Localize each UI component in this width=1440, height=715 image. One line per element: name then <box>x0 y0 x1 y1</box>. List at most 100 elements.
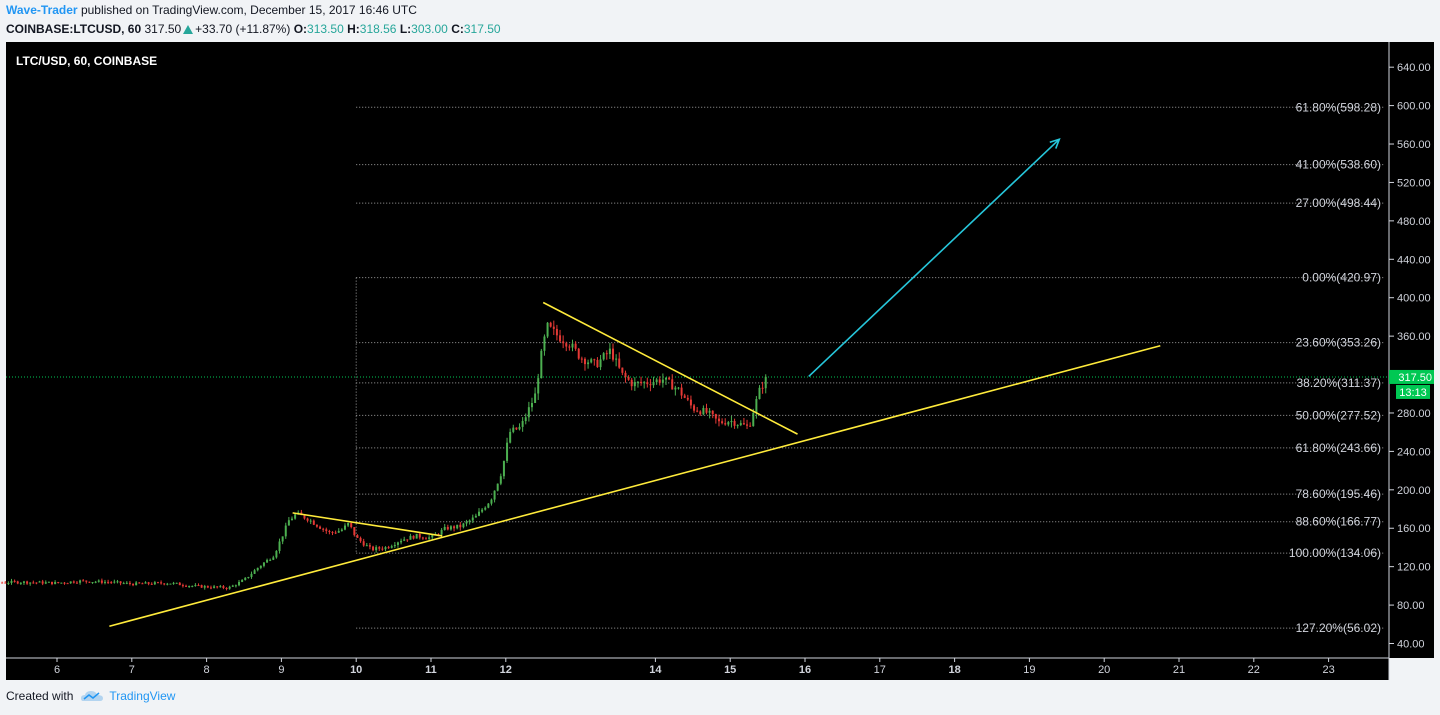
candle-body <box>668 377 671 380</box>
candle-body <box>549 322 552 327</box>
candle-body <box>590 359 593 363</box>
candle-body <box>474 515 477 518</box>
arrow-head-icon <box>1049 137 1061 149</box>
fibonacci-levels: 61.80%(598.28) 41.00%(538.60) 27.00%(498.4… <box>6 100 1389 635</box>
plot-area[interactable] <box>6 42 1389 658</box>
candle-body <box>169 583 172 585</box>
x-tick-label: 18 <box>948 664 960 676</box>
candle-body <box>51 581 54 585</box>
candle-body <box>742 423 745 425</box>
candle-body <box>141 583 144 585</box>
candle-body <box>527 407 530 418</box>
candle-body <box>294 514 297 519</box>
candle-body <box>393 544 396 547</box>
trendline-projection <box>808 138 1060 378</box>
price-axis[interactable] <box>1389 42 1434 658</box>
candle-body <box>624 372 627 378</box>
candle-body <box>219 586 222 588</box>
candle-body <box>290 518 293 521</box>
fib-level-label: 61.80%(598.28) <box>1296 100 1381 114</box>
candle-body <box>605 353 608 355</box>
x-tick-label: 16 <box>799 664 811 676</box>
created-with-text: Created with <box>6 689 74 703</box>
x-tick-label: 15 <box>724 664 736 676</box>
candle-body <box>234 585 237 587</box>
candle-body <box>664 377 667 380</box>
author-link[interactable]: Wave-Trader <box>6 3 78 17</box>
candle-body <box>35 582 38 584</box>
candle-body <box>244 577 247 581</box>
candle-body <box>521 421 524 427</box>
candle-body <box>571 343 574 348</box>
candle-body <box>241 580 244 582</box>
trendlines <box>109 137 1161 627</box>
candle-body <box>627 377 630 380</box>
candle-body <box>559 335 562 342</box>
candle-body <box>365 545 368 547</box>
candle-body <box>477 511 480 516</box>
fib-level-label: 88.60%(166.77) <box>1296 515 1381 529</box>
candle-body <box>468 520 471 522</box>
candle-body <box>580 358 583 360</box>
candle-body <box>160 582 163 584</box>
candle-body <box>334 532 337 534</box>
candle-body <box>387 547 390 549</box>
candle-body <box>612 348 615 360</box>
candle-body <box>7 582 10 584</box>
y-tick-label: 560.00 <box>1397 139 1431 151</box>
x-tick-label: 11 <box>425 664 437 676</box>
candle-body <box>683 395 686 398</box>
candle-body <box>200 585 203 588</box>
candle-body <box>546 322 549 337</box>
candle-body <box>231 585 234 587</box>
candle-body <box>484 507 487 510</box>
candle-body <box>574 343 577 349</box>
candle-body <box>119 581 122 584</box>
candle-body <box>150 583 153 585</box>
candle-body <box>711 410 714 415</box>
candle-body <box>512 427 515 432</box>
candle-body <box>228 586 231 589</box>
candle-body <box>57 581 60 583</box>
high-value: 318.56 <box>359 22 397 36</box>
candle-body <box>630 379 633 387</box>
tradingview-link[interactable]: TradingView <box>109 689 176 703</box>
y-tick-label: 240.00 <box>1397 446 1431 458</box>
candle-body <box>82 580 85 582</box>
candle-body <box>72 581 75 583</box>
candle-body <box>593 359 596 361</box>
symbol-label: COINBASE:LTCUSD, 60 <box>6 22 142 36</box>
candle-body <box>459 524 462 528</box>
y-tick-label: 520.00 <box>1397 177 1431 189</box>
candle-body <box>552 326 555 329</box>
fib-level-label: 38.20%(311.37) <box>1296 376 1381 390</box>
fib-level-label: 23.60%(353.26) <box>1296 336 1381 350</box>
candle-body <box>543 336 546 351</box>
candle-body <box>693 405 696 411</box>
candle-body <box>752 412 755 427</box>
candle-body <box>194 585 197 587</box>
last-price-tag <box>1389 369 1434 384</box>
time-axis[interactable] <box>6 658 1389 680</box>
candle-body <box>649 384 652 386</box>
candle-body <box>499 476 502 484</box>
candle-body <box>116 581 119 583</box>
candle-body <box>19 582 22 584</box>
candle-body <box>524 417 527 422</box>
trendline-support <box>109 344 1161 627</box>
candle-body <box>1 582 4 584</box>
candle-body <box>60 582 63 584</box>
candle-body <box>724 423 727 425</box>
candle-body <box>331 531 334 533</box>
candle-body <box>188 585 191 587</box>
x-tick-label: 19 <box>1023 664 1035 676</box>
candle-body <box>431 535 434 538</box>
candle-body <box>655 379 658 382</box>
candle-body <box>222 586 225 588</box>
candle-body <box>515 427 518 430</box>
candle-body <box>181 585 184 587</box>
candle-body <box>378 547 381 549</box>
fib-level-label: 61.80%(243.66) <box>1296 441 1381 455</box>
candle-body <box>652 381 655 386</box>
